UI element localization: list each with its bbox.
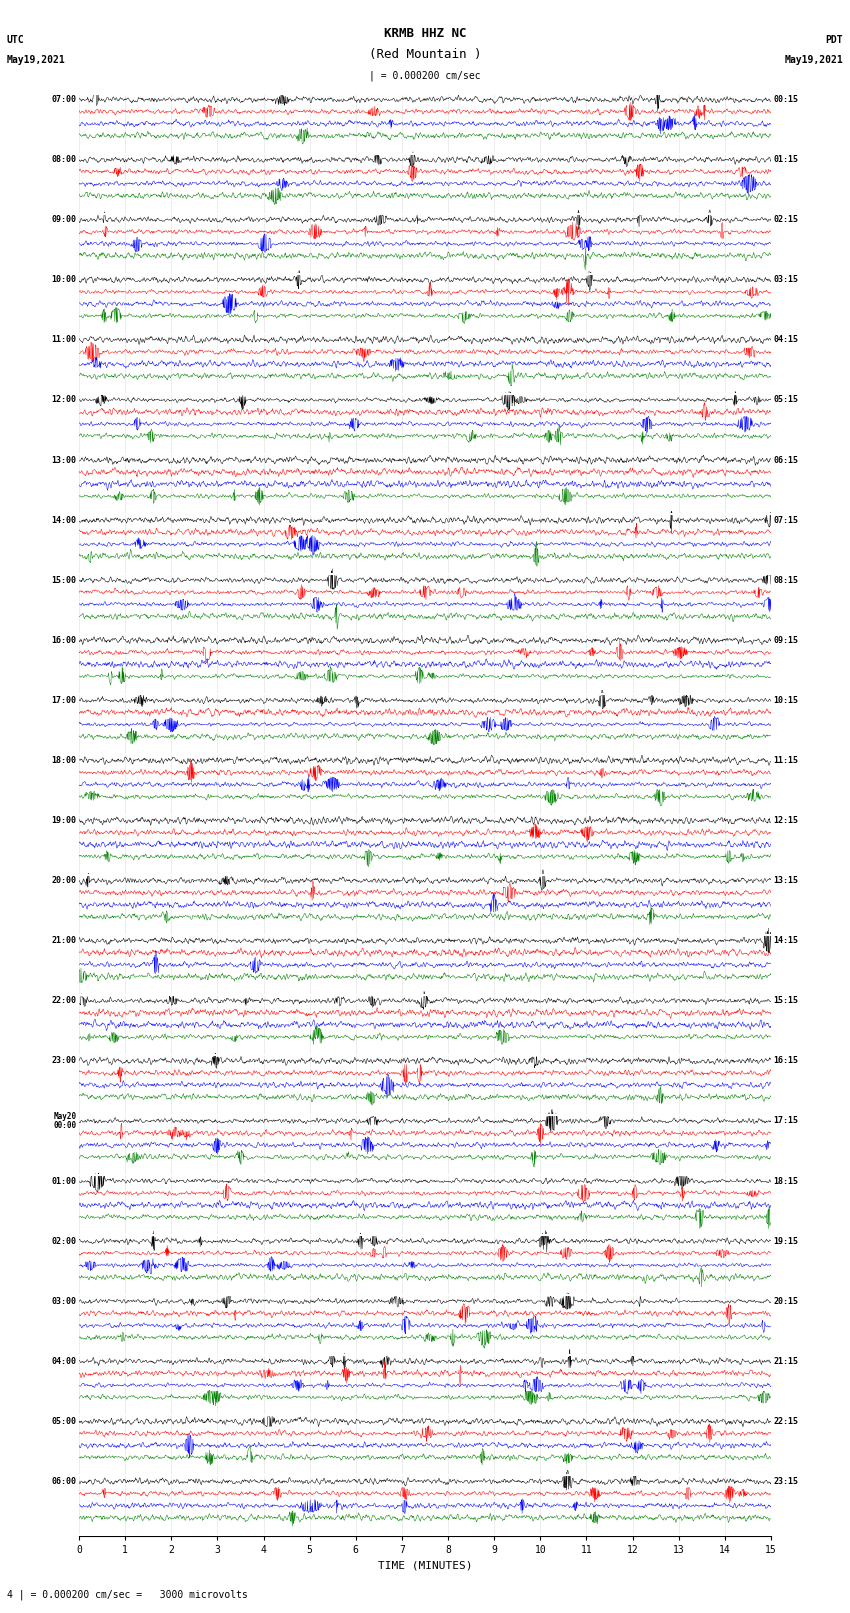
Text: 11:00: 11:00: [52, 336, 76, 345]
Text: 18:15: 18:15: [774, 1176, 798, 1186]
Text: 06:00: 06:00: [52, 1478, 76, 1486]
Text: 21:00: 21:00: [52, 936, 76, 945]
X-axis label: TIME (MINUTES): TIME (MINUTES): [377, 1560, 473, 1569]
Text: 21:15: 21:15: [774, 1357, 798, 1366]
Text: 09:00: 09:00: [52, 215, 76, 224]
Text: 10:00: 10:00: [52, 276, 76, 284]
Text: 22:00: 22:00: [52, 997, 76, 1005]
Text: May19,2021: May19,2021: [7, 55, 65, 65]
Text: 15:00: 15:00: [52, 576, 76, 586]
Text: 16:00: 16:00: [52, 636, 76, 645]
Text: 08:00: 08:00: [52, 155, 76, 165]
Text: 20:15: 20:15: [774, 1297, 798, 1307]
Text: KRMB HHZ NC: KRMB HHZ NC: [383, 27, 467, 40]
Text: | = 0.000200 cm/sec: | = 0.000200 cm/sec: [369, 69, 481, 81]
Text: 01:15: 01:15: [774, 155, 798, 165]
Text: 20:00: 20:00: [52, 876, 76, 886]
Text: 23:15: 23:15: [774, 1478, 798, 1486]
Text: May19,2021: May19,2021: [785, 55, 843, 65]
Text: (Red Mountain ): (Red Mountain ): [369, 48, 481, 61]
Text: 14:15: 14:15: [774, 936, 798, 945]
Text: 07:15: 07:15: [774, 516, 798, 524]
Text: 04:00: 04:00: [52, 1357, 76, 1366]
Text: 17:15: 17:15: [774, 1116, 798, 1126]
Text: 10:15: 10:15: [774, 695, 798, 705]
Text: 04:15: 04:15: [774, 336, 798, 345]
Text: 07:00: 07:00: [52, 95, 76, 105]
Text: PDT: PDT: [825, 35, 843, 45]
Text: 08:15: 08:15: [774, 576, 798, 586]
Text: 05:15: 05:15: [774, 395, 798, 405]
Text: 4 | = 0.000200 cm/sec =   3000 microvolts: 4 | = 0.000200 cm/sec = 3000 microvolts: [7, 1589, 247, 1600]
Text: 15:15: 15:15: [774, 997, 798, 1005]
Text: 17:00: 17:00: [52, 695, 76, 705]
Text: UTC: UTC: [7, 35, 25, 45]
Text: 22:15: 22:15: [774, 1416, 798, 1426]
Text: 19:15: 19:15: [774, 1237, 798, 1245]
Text: 13:00: 13:00: [52, 455, 76, 465]
Text: 11:15: 11:15: [774, 756, 798, 765]
Text: 12:00: 12:00: [52, 395, 76, 405]
Text: 02:15: 02:15: [774, 215, 798, 224]
Text: 09:15: 09:15: [774, 636, 798, 645]
Text: 13:15: 13:15: [774, 876, 798, 886]
Text: 00:00: 00:00: [54, 1121, 76, 1131]
Text: 14:00: 14:00: [52, 516, 76, 524]
Text: 23:00: 23:00: [52, 1057, 76, 1066]
Text: 06:15: 06:15: [774, 455, 798, 465]
Text: 01:00: 01:00: [52, 1176, 76, 1186]
Text: 18:00: 18:00: [52, 756, 76, 765]
Text: 03:15: 03:15: [774, 276, 798, 284]
Text: May20: May20: [54, 1111, 76, 1121]
Text: 05:00: 05:00: [52, 1416, 76, 1426]
Text: 19:00: 19:00: [52, 816, 76, 826]
Text: 12:15: 12:15: [774, 816, 798, 826]
Text: 00:15: 00:15: [774, 95, 798, 105]
Text: 03:00: 03:00: [52, 1297, 76, 1307]
Text: 02:00: 02:00: [52, 1237, 76, 1245]
Text: 16:15: 16:15: [774, 1057, 798, 1066]
